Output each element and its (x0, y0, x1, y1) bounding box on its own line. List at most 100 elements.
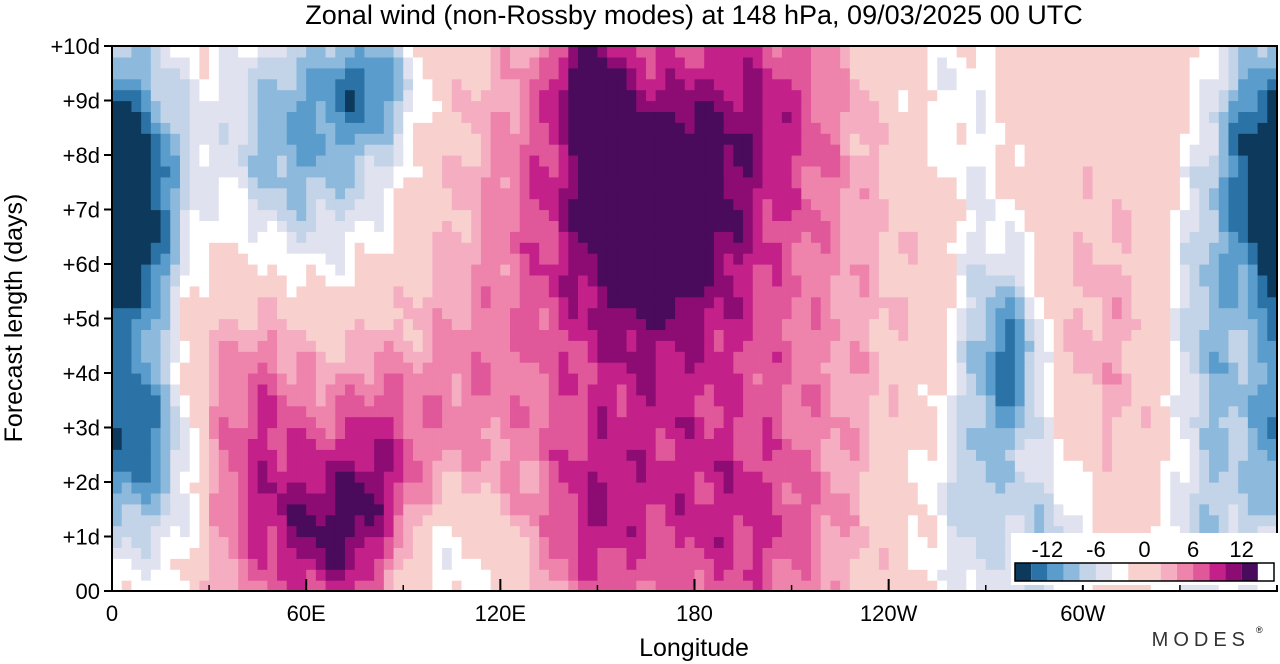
heatmap-cell (976, 165, 987, 178)
heatmap-cell (607, 318, 618, 330)
heatmap-cell (849, 264, 861, 276)
heatmap-cell (490, 144, 501, 156)
heatmap-cell (1111, 471, 1123, 483)
heatmap-cell (121, 220, 133, 232)
heatmap-cell (723, 482, 734, 494)
heatmap-cell (1082, 340, 1094, 352)
heatmap-cell (121, 416, 133, 429)
heatmap-cell (733, 416, 744, 429)
heatmap-cell (247, 482, 259, 494)
heatmap-cell (597, 329, 608, 341)
heatmap-cell (1160, 460, 1171, 472)
heatmap-cell (383, 558, 395, 570)
heatmap-cell (1121, 264, 1132, 276)
heatmap-cell (1063, 329, 1074, 341)
heatmap-cell (995, 296, 1006, 309)
heatmap-cell (510, 318, 521, 330)
heatmap-cell (1034, 198, 1045, 211)
heatmap-cell (869, 351, 880, 363)
heatmap-cell (908, 318, 919, 330)
heatmap-cell (704, 187, 715, 200)
heatmap-cell (607, 525, 618, 538)
heatmap-cell (946, 373, 958, 385)
heatmap-cell (267, 558, 278, 570)
heatmap-cell (209, 416, 220, 429)
heatmap-cell (529, 242, 540, 254)
heatmap-cell (1141, 231, 1152, 243)
heatmap-cell (976, 514, 987, 527)
heatmap-cell (179, 492, 191, 505)
heatmap-cell (510, 155, 521, 167)
heatmap-cell (500, 144, 511, 156)
heatmap-cell (548, 569, 560, 581)
heatmap-cell (684, 155, 696, 167)
heatmap-cell (1218, 307, 1230, 320)
heatmap-cell (597, 547, 608, 559)
heatmap-cell (296, 187, 307, 200)
heatmap-cell (1044, 209, 1055, 221)
heatmap-cell (160, 165, 171, 178)
heatmap-cell (859, 394, 870, 407)
heatmap-cell (1218, 231, 1230, 243)
heatmap-cell (1247, 492, 1259, 505)
heatmap-cell (752, 503, 764, 516)
heatmap-cell (772, 427, 783, 439)
heatmap-cell (306, 133, 317, 145)
heatmap-cell (199, 558, 210, 570)
heatmap-cell (519, 460, 531, 472)
heatmap-cell (461, 362, 472, 374)
heatmap-cell (1257, 427, 1268, 439)
heatmap-cell (772, 296, 783, 309)
heatmap-cell (607, 373, 618, 385)
heatmap-cell (121, 558, 133, 570)
heatmap-cell (578, 492, 589, 505)
heatmap-cell (209, 329, 220, 341)
heatmap-cell (170, 133, 181, 145)
heatmap-cell (908, 165, 919, 178)
heatmap-cell (733, 318, 744, 330)
heatmap-cell (345, 296, 356, 309)
heatmap-cell (578, 231, 589, 243)
heatmap-cell (636, 220, 647, 232)
heatmap-cell (121, 318, 133, 330)
heatmap-cell (578, 416, 589, 429)
heatmap-cell (665, 220, 676, 232)
heatmap-cell (403, 558, 414, 570)
heatmap-cell (412, 253, 424, 265)
heatmap-cell (179, 525, 191, 538)
heatmap-cell (1111, 340, 1123, 352)
heatmap-cell (238, 155, 249, 167)
heatmap-cell (869, 176, 880, 189)
heatmap-cell (315, 416, 327, 429)
heatmap-cell (645, 242, 657, 254)
heatmap-cell (645, 569, 657, 581)
heatmap-cell (238, 569, 249, 581)
heatmap-cell (170, 296, 181, 309)
heatmap-cell (1189, 329, 1200, 341)
heatmap-cell (713, 438, 725, 450)
heatmap-cell (587, 383, 599, 396)
heatmap-cell (616, 307, 628, 320)
heatmap-cell (160, 514, 171, 527)
heatmap-cell (1053, 405, 1065, 418)
heatmap-cell (558, 329, 569, 341)
heatmap-cell (286, 460, 298, 472)
heatmap-cell (403, 351, 414, 363)
heatmap-cell (704, 253, 715, 265)
heatmap-cell (529, 340, 540, 352)
heatmap-cell (616, 133, 628, 145)
heatmap-cell (286, 155, 298, 167)
heatmap-cell (179, 155, 191, 167)
heatmap-cell (1247, 329, 1259, 341)
heatmap-cell (131, 514, 142, 527)
heatmap-cell (179, 416, 191, 429)
heatmap-cell (247, 155, 259, 167)
heatmap-cell (315, 340, 327, 352)
heatmap-cell (412, 209, 424, 221)
heatmap-cell (296, 383, 307, 396)
heatmap-cell (645, 460, 657, 472)
heatmap-cell (655, 318, 666, 330)
heatmap-cell (131, 449, 142, 461)
heatmap-cell (578, 307, 589, 320)
heatmap-cell (995, 264, 1006, 276)
